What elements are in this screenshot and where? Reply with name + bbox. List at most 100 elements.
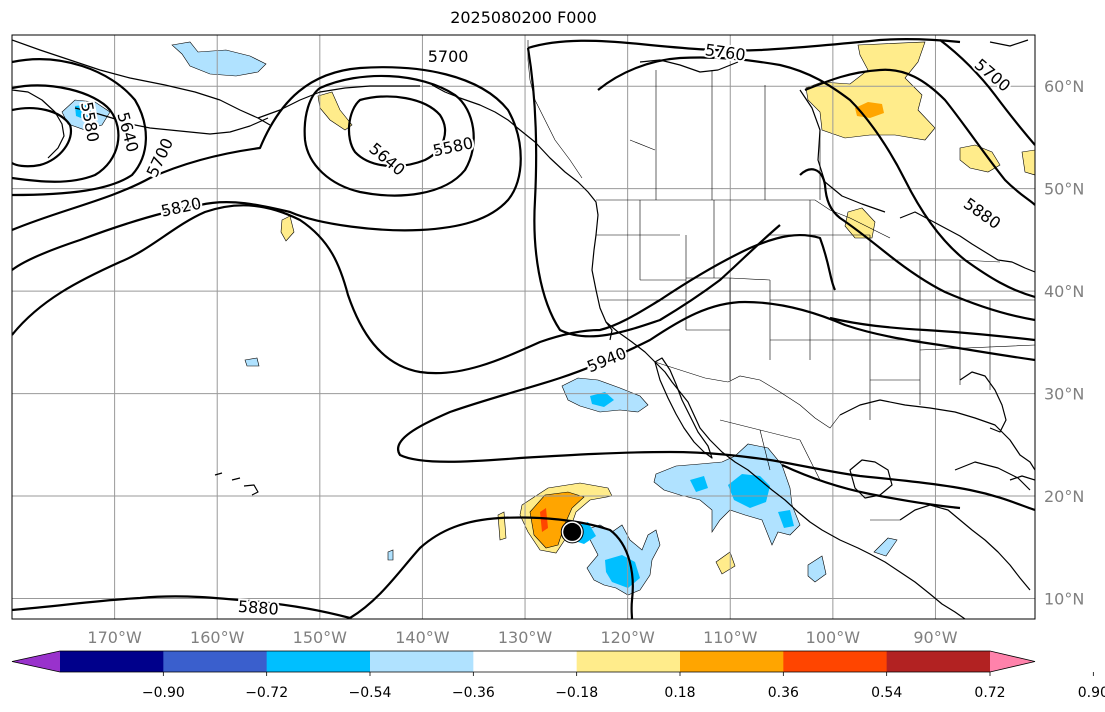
longitude-tick-label: 110°W	[703, 628, 758, 647]
anomaly-caribbean-lightblue-2	[873, 537, 898, 557]
anomaly-canada-yellow	[805, 41, 936, 141]
anomaly-storm-red	[540, 508, 548, 532]
storm-marker-center	[563, 522, 582, 541]
latitude-tick-labels: 60°N 50°N 40°N 30°N 20°N 10°N	[1044, 77, 1084, 608]
latitude-tick-label: 30°N	[1044, 385, 1084, 404]
colorbar-tick-label: 0.90	[1078, 685, 1105, 701]
anomaly-caribbean-lightblue	[807, 555, 827, 583]
colorbar-tick-label: 0.36	[768, 685, 799, 701]
longitude-tick-label: 100°W	[806, 628, 861, 647]
us-canada-border	[596, 199, 891, 239]
great-lakes	[899, 211, 1035, 273]
colorbar-segment	[680, 651, 784, 672]
colorbar-segment	[473, 651, 578, 672]
colorbar-extend-min	[12, 651, 60, 672]
aleutian-islands	[74, 107, 269, 135]
colorbar-segment	[163, 651, 268, 672]
anomaly-pacific-blue	[590, 392, 614, 407]
florida	[959, 371, 1007, 433]
longitude-tick-label: 170°W	[87, 628, 142, 647]
map-border	[11, 34, 1036, 620]
colorbar-tick-label: −0.90	[142, 685, 185, 701]
coastlines	[12, 39, 1035, 619]
state-lines-east	[870, 259, 1035, 405]
latitude-tick-label: 60°N	[1044, 77, 1084, 96]
longitude-tick-label: 160°W	[190, 628, 245, 647]
mexico-states	[719, 419, 900, 521]
contour-5640-west	[12, 84, 120, 183]
anomaly-mexico-blue	[728, 474, 770, 508]
colorbar-tick-label: 0.72	[974, 685, 1005, 701]
contour-5640-ne	[939, 39, 1035, 146]
anomaly-hudson-yellow	[959, 144, 1001, 173]
contour-5940	[397, 300, 1035, 512]
anomaly-mexico-blue-2	[690, 476, 708, 492]
kamchatka	[12, 89, 65, 159]
latitude-tick-label: 50°N	[1044, 180, 1084, 199]
hispaniola	[1009, 475, 1035, 481]
colorbar-segment	[783, 651, 888, 672]
longitude-tick-label: 130°W	[498, 628, 553, 647]
hawaii-islands	[214, 472, 259, 496]
contour-5700-west	[12, 58, 147, 197]
contour-5760-ne	[597, 56, 1035, 299]
negative-anomaly-fields	[61, 41, 898, 596]
longitude-tick-label: 140°W	[395, 628, 450, 647]
colorbar-extend-max	[990, 651, 1035, 672]
colorbar-segment	[266, 651, 371, 672]
alaska-canada-border	[527, 40, 583, 179]
contour-5880-east	[781, 464, 961, 510]
anomaly-mexico-blue-3	[778, 510, 794, 528]
latitude-tick-label: 40°N	[1044, 282, 1084, 301]
colorbar-segment	[60, 651, 164, 672]
canada-arctic	[639, 39, 1029, 73]
colorbar-segment	[576, 651, 681, 672]
colorbar-tick-label: −0.36	[452, 685, 495, 701]
canada-provinces	[629, 70, 821, 200]
height-contours	[12, 38, 1035, 619]
graticule	[12, 35, 1035, 619]
longitude-tick-label: 90°W	[913, 628, 957, 647]
anomaly-bering-lightblue	[171, 41, 267, 77]
baja-california	[654, 357, 713, 459]
longitude-tick-label: 120°W	[600, 628, 655, 647]
contour-5580-west	[12, 107, 73, 168]
us-mexico-border	[654, 361, 841, 429]
colorbar-segment	[886, 651, 991, 672]
colorbar	[11, 650, 1094, 676]
cuba	[954, 461, 1031, 491]
contour-5640-low	[303, 74, 475, 197]
west-coast-north-america	[431, 84, 966, 619]
colorbar-tick-labels: −0.90 −0.72 −0.54 −0.36 −0.18 0.18 0.36 0.54 0.7…	[142, 685, 1105, 701]
contour-5880	[799, 168, 1035, 322]
political-borders	[527, 40, 1035, 521]
contour-5880-storm	[349, 516, 634, 619]
contour-5580-low	[347, 95, 447, 168]
longitude-tick-labels: 170°W 160°W 150°W 140°W 130°W 120°W 110°W 100°W…	[87, 628, 957, 647]
anomaly-east-yellow	[1021, 149, 1035, 176]
central-america	[899, 504, 1031, 591]
anomaly-small-lightblue	[244, 357, 260, 367]
contour-5880-south	[12, 595, 351, 619]
california-channel	[605, 321, 613, 341]
contour-label: 5700	[428, 47, 469, 66]
latitude-tick-label: 20°N	[1044, 487, 1084, 506]
contour-5940-inner	[829, 316, 1035, 342]
colorbar-segment	[370, 651, 474, 672]
contour-label: 5880	[237, 597, 279, 619]
colorbar-tick-label: −0.72	[245, 685, 288, 701]
anomaly-small-yellow	[280, 215, 295, 242]
anomaly-kamchatka-blue	[75, 104, 97, 120]
colorbar-tick-label: −0.18	[555, 685, 598, 701]
contour-5700	[12, 66, 522, 271]
colorbar-tick-label: 0.18	[664, 685, 695, 701]
colorbar-tick-label: −0.54	[349, 685, 392, 701]
contour-5820	[12, 204, 837, 375]
longitude-tick-label: 150°W	[293, 628, 348, 647]
latitude-tick-label: 10°N	[1044, 590, 1084, 609]
anomaly-small-lightblue-2	[387, 549, 394, 561]
contour-5760	[527, 38, 961, 52]
contour-5760-canada	[526, 47, 781, 338]
